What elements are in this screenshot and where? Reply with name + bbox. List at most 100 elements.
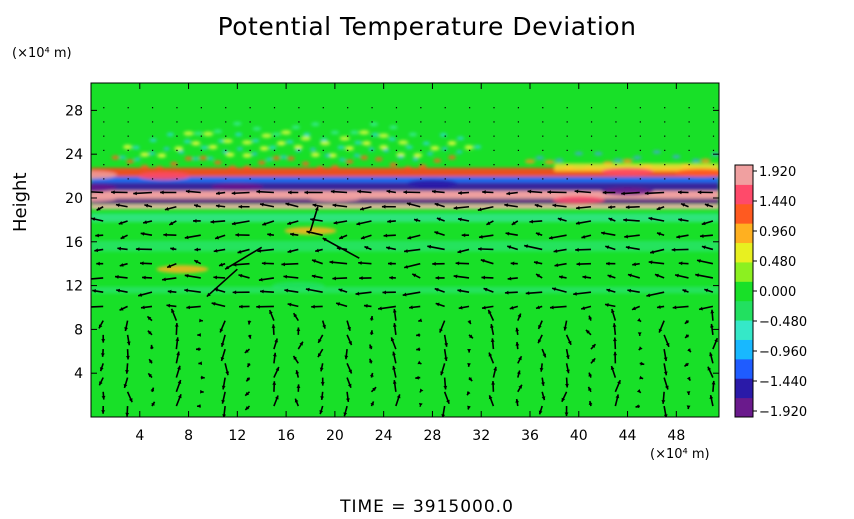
wind-vector-head	[663, 414, 668, 417]
colorbar-segment	[735, 300, 753, 321]
wind-vector	[322, 107, 324, 109]
heatmap-cell	[213, 160, 222, 165]
wind-vector	[322, 149, 324, 151]
wind-vector-head	[467, 363, 471, 367]
wind-vector	[688, 149, 690, 151]
wind-vector	[566, 164, 568, 166]
colorbar-segment	[735, 242, 753, 263]
wind-vector-head	[184, 288, 189, 293]
x-tick-label: 28	[424, 428, 442, 444]
wind-vector	[206, 268, 238, 298]
wind-vector	[371, 135, 373, 137]
wind-vector-head	[582, 275, 587, 280]
wind-vector-head	[177, 380, 182, 384]
heatmap-cell	[194, 131, 203, 136]
heatmap-cell	[430, 145, 440, 151]
heatmap-cell	[369, 122, 379, 126]
wind-vector	[712, 164, 715, 166]
colorbar-segment	[735, 184, 753, 205]
wind-vector	[91, 191, 104, 194]
wind-vector-head	[244, 349, 249, 353]
wind-vector	[200, 135, 202, 137]
wind-vector-head	[446, 399, 450, 404]
x-tick-label: 48	[667, 428, 685, 444]
wind-vector-head	[128, 398, 133, 403]
wind-vector-head	[507, 276, 512, 281]
heatmap-cell	[259, 146, 269, 151]
wind-vector-head	[150, 387, 155, 392]
wind-vector-head	[664, 385, 669, 390]
wind-vector-head	[238, 273, 243, 278]
wind-vector	[127, 178, 129, 180]
wind-vector	[590, 164, 593, 166]
wind-vector-head	[625, 205, 630, 210]
colorbar-label: 1.920	[759, 165, 796, 180]
wind-vector	[664, 164, 666, 166]
heatmap-cell	[236, 147, 243, 151]
heatmap-cell	[311, 122, 320, 127]
wind-vector	[225, 149, 227, 151]
wind-vector-head	[516, 370, 521, 375]
wind-vector-head	[404, 249, 408, 253]
wind-vector-head	[96, 261, 100, 266]
wind-vector-head	[311, 274, 316, 279]
wind-vector	[615, 149, 617, 151]
wind-vector	[200, 149, 202, 151]
wind-vector-head	[611, 309, 615, 313]
wind-vector-head	[184, 273, 189, 278]
wind-vector-head	[525, 291, 530, 296]
heatmap-cell	[464, 145, 474, 150]
wind-vector-head	[685, 334, 690, 338]
wind-vector	[542, 149, 544, 151]
wind-vector-head	[581, 306, 586, 310]
wind-vector	[200, 164, 202, 166]
wind-vector-head	[557, 217, 562, 222]
heatmap-cell	[368, 147, 375, 152]
wind-vector-head	[231, 191, 236, 196]
wind-vector-head	[575, 221, 580, 225]
y-tick-label: 8	[74, 322, 83, 338]
colorbar-label: −0.960	[759, 345, 807, 360]
wind-vector-head	[527, 189, 532, 194]
wind-vector-head	[566, 369, 570, 374]
wind-vector-head	[162, 277, 166, 282]
wind-vector-head	[125, 370, 129, 374]
wind-vector-head	[186, 305, 191, 310]
wind-vector	[103, 164, 105, 166]
wind-vector-head	[607, 274, 612, 279]
wind-vector	[469, 178, 471, 180]
wind-vector-head	[529, 219, 534, 224]
heatmap-cell	[287, 156, 295, 161]
wind-vector-head	[370, 401, 374, 406]
wind-vector-head	[392, 365, 396, 370]
wind-vector-head	[467, 391, 471, 396]
heatmap-cell	[389, 125, 398, 130]
wind-vector-head	[654, 273, 659, 278]
wind-vector	[639, 178, 641, 180]
heatmap-cell	[199, 155, 208, 161]
wind-vector-head	[312, 259, 316, 263]
wind-vector	[688, 178, 690, 180]
wind-vector-head	[563, 326, 568, 331]
wind-vector-head	[293, 355, 298, 360]
wind-vector-head	[695, 273, 700, 278]
heatmap-cell	[123, 144, 133, 150]
heatmap-cell	[202, 131, 214, 137]
heatmap-cell	[353, 153, 360, 158]
heatmap-cell	[310, 152, 320, 157]
heatmap-cell	[242, 153, 252, 158]
wind-vector-head	[632, 262, 636, 267]
wind-vector-head	[536, 274, 541, 278]
heatmap-cell	[320, 141, 331, 146]
wind-vector-head	[453, 274, 458, 279]
wind-vector	[615, 164, 617, 166]
wind-vector-head	[467, 405, 471, 410]
heatmap-band	[91, 176, 719, 185]
wind-vector-head	[406, 202, 411, 206]
heatmap-cell	[360, 155, 368, 160]
wind-vector	[542, 121, 544, 123]
wind-vector	[590, 135, 593, 137]
wind-vector-head	[581, 234, 586, 239]
wind-vector-head	[317, 353, 322, 358]
wind-vector-head	[344, 355, 349, 360]
